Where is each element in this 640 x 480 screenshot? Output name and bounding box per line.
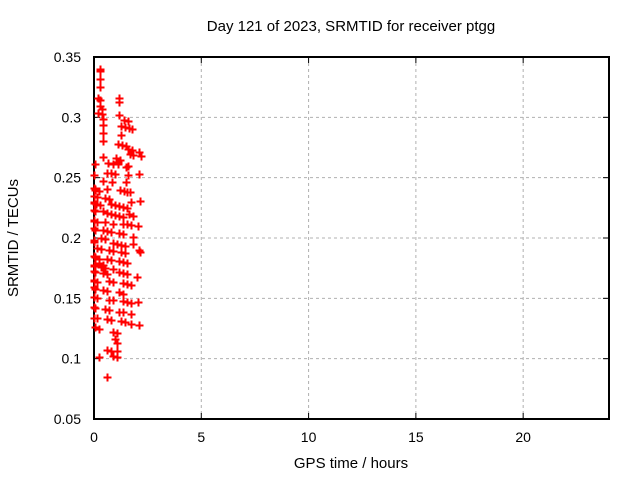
- plot-area: 0 5 10 15 20 0.05 0.1 0.15 0.2 0.25 0.3 0.35: [54, 49, 610, 445]
- plot-border: [93, 56, 610, 420]
- y-axis-label: SRMTID / TECUs: [5, 179, 22, 297]
- x-tick-label: 10: [301, 429, 317, 445]
- x-axis-label: GPS time / hours: [294, 455, 408, 472]
- y-tick-label: 0.15: [54, 290, 81, 306]
- y-tick-label: 0.1: [62, 351, 82, 367]
- data-point-markers: [90, 65, 146, 382]
- x-tick-label: 15: [408, 429, 424, 445]
- x-tick-label: 5: [197, 429, 205, 445]
- y-tick-label: 0.3: [62, 109, 82, 125]
- y-tick-label: 0.25: [54, 170, 81, 186]
- y-tick-label: 0.35: [54, 49, 81, 65]
- chart-title: Day 121 of 2023, SRMTID for receiver ptg…: [207, 18, 495, 35]
- x-tick-label: 0: [90, 429, 98, 445]
- y-tick-label: 0.05: [54, 411, 81, 427]
- y-tick-label: 0.2: [62, 230, 82, 246]
- x-tick-label: 20: [515, 429, 531, 445]
